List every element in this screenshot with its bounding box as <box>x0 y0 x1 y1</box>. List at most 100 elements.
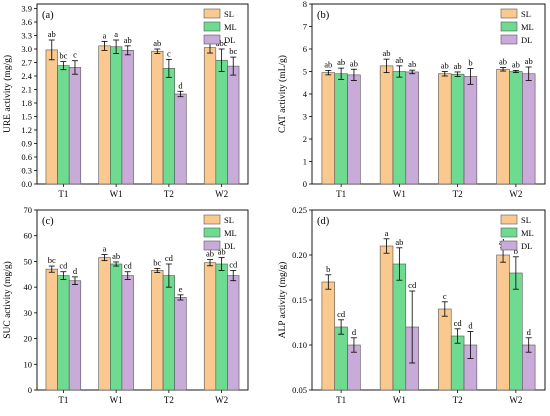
x-tick-label: W1 <box>110 189 123 199</box>
bar-ML-T2 <box>450 73 465 185</box>
significance-label: cd <box>337 309 346 319</box>
y-tick-label: 3.0 <box>21 44 32 54</box>
significance-label: ab <box>441 61 449 71</box>
y-tick-label: 8 <box>303 0 307 9</box>
y-tick-label: 0.15 <box>292 295 307 305</box>
bar-SL-W2 <box>203 262 217 391</box>
legend-label: ML <box>521 228 534 238</box>
panel-label: (c) <box>42 216 54 227</box>
y-tick-label: 0.20 <box>292 250 307 260</box>
bar-ML-W1 <box>110 263 123 391</box>
panel-label: (a) <box>42 10 54 21</box>
y-tick-label: 40 <box>24 282 33 292</box>
y-tick-label: 0.25 <box>292 205 307 215</box>
y-tick-label: 2.4 <box>21 71 32 81</box>
significance-label: ab <box>512 59 520 69</box>
y-tick-label: 10 <box>24 359 33 369</box>
legend-label: ML <box>224 228 237 238</box>
significance-label: ab <box>395 237 403 247</box>
significance-label: c <box>73 50 77 60</box>
significance-label: a <box>385 228 389 238</box>
legend-swatch-ML <box>203 227 221 238</box>
significance-label: cd <box>124 261 133 271</box>
y-tick-label: 20 <box>24 334 33 344</box>
x-tick-label: W2 <box>215 189 228 199</box>
legend-swatch-ML <box>203 21 221 32</box>
bar-SL-W2 <box>496 254 510 391</box>
significance-label: ab <box>395 55 403 65</box>
significance-label: ab <box>408 59 416 69</box>
significance-label: a <box>103 30 107 40</box>
bar-SL-T1 <box>45 49 58 185</box>
significance-label: d <box>73 266 78 276</box>
y-axis-label: CAT activity (mL/g) <box>277 55 288 133</box>
bar-SL-W1 <box>98 45 111 185</box>
significance-label: ab <box>337 57 345 67</box>
significance-label: d <box>527 327 532 337</box>
y-tick-label: 0.0 <box>21 179 32 189</box>
bar-DL-W2 <box>521 73 536 185</box>
x-tick-label: T1 <box>58 395 68 405</box>
bar-ML-W1 <box>392 71 407 185</box>
legend-label: DL <box>521 241 532 251</box>
legend-label: DL <box>521 35 532 45</box>
significance-label: cd <box>165 253 174 263</box>
legend-swatch-SL <box>203 8 221 19</box>
bar-ML-T2 <box>450 335 465 391</box>
legend-swatch-SL <box>500 8 518 19</box>
significance-label: b <box>468 58 472 68</box>
legend-label: DL <box>224 35 235 45</box>
significance-label: ab <box>112 251 120 261</box>
panel-3: 0.05 0.10 0.15 0.20 0.25 ALP activity (mg/g) (… <box>277 205 546 405</box>
significance-label: d <box>468 321 473 331</box>
significance-label: b <box>326 264 330 274</box>
y-tick-label: 0.05 <box>292 385 307 395</box>
y-tick-label: 7 <box>303 22 307 32</box>
plot-frame <box>36 3 249 185</box>
significance-label: ab <box>350 58 358 68</box>
bar-SL-W1 <box>379 65 394 185</box>
legend-label: SL <box>224 215 234 225</box>
y-tick-label: 30 <box>24 308 33 318</box>
bar-SL-T2 <box>438 73 452 185</box>
y-tick-label: 5 <box>303 67 307 77</box>
bar-SL-W1 <box>379 245 394 391</box>
bar-DL-T1 <box>68 67 82 185</box>
bar-ML-T1 <box>57 65 70 185</box>
panel-label: (b) <box>317 10 330 21</box>
significance-label: e <box>179 284 183 294</box>
significance-label: bc <box>153 257 161 267</box>
y-tick-label: 1 <box>303 157 307 167</box>
bar-SL-T1 <box>321 281 336 391</box>
bar-DL-T1 <box>68 280 82 391</box>
legend-swatch-SL <box>500 214 518 225</box>
bar-SL-W2 <box>496 68 510 185</box>
bar-DL-W1 <box>405 71 419 185</box>
significance-label: ab <box>206 249 214 259</box>
y-tick-label: 0.10 <box>292 340 307 350</box>
significance-label: ab <box>218 247 226 257</box>
x-tick-label: T2 <box>453 395 463 405</box>
legend-swatch-ML <box>500 21 518 32</box>
bar-DL-T2 <box>463 76 478 185</box>
significance-label: ab <box>48 29 56 39</box>
x-tick-label: W1 <box>393 395 406 405</box>
bar-ML-T1 <box>334 73 348 185</box>
bar-SL-T2 <box>151 270 164 391</box>
x-tick-label: W1 <box>393 189 406 199</box>
y-tick-label: 1.2 <box>21 125 32 135</box>
y-tick-label: 70 <box>24 205 33 215</box>
bar-ML-T2 <box>162 68 175 185</box>
panel-0: 0.0 0.3 0.6 0.9 1.2 1.5 1.8 2.1 2.4 2.7 3.0 3.3 3.6 3… <box>2 3 249 199</box>
significance-label: ab <box>124 35 132 45</box>
legend-swatch-DL <box>203 240 221 251</box>
bar-ML-W2 <box>215 263 228 391</box>
significance-label: ab <box>383 48 391 58</box>
x-tick-label: T1 <box>58 189 68 199</box>
bar-DL-T1 <box>347 74 361 185</box>
bar-ML-T1 <box>57 275 70 391</box>
bar-ML-T2 <box>162 275 175 391</box>
y-axis-label: ALP activity (mg/g) <box>277 262 288 339</box>
